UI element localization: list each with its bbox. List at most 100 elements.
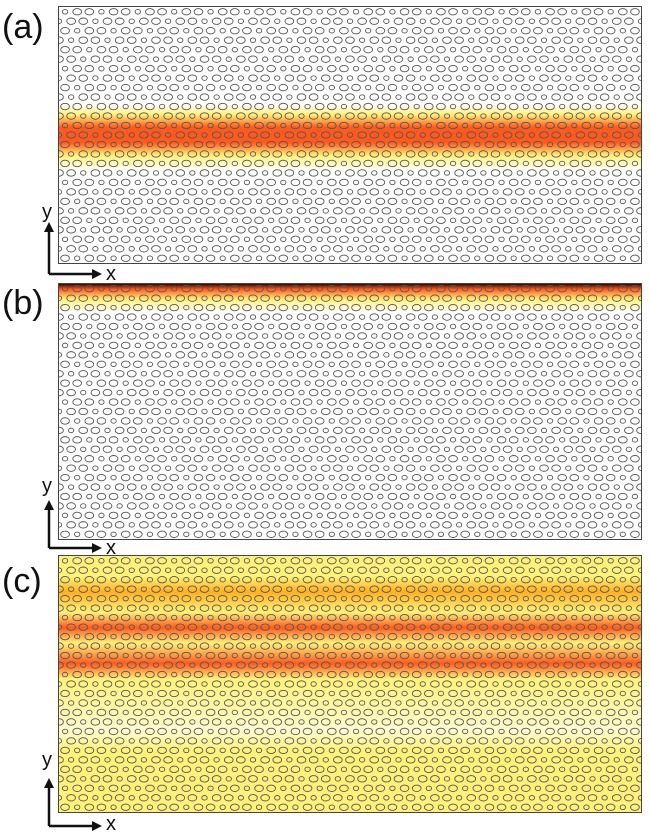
air-hole (284, 388, 295, 397)
air-hole (236, 642, 246, 650)
air-hole (72, 651, 83, 660)
air-hole (587, 680, 598, 688)
air-hole (213, 484, 220, 490)
air-hole (462, 456, 469, 462)
air-hole (320, 351, 331, 359)
air-hole (563, 226, 574, 234)
air-hole (351, 159, 361, 168)
air-hole (521, 689, 531, 698)
air-hole (359, 484, 366, 490)
air-hole (139, 680, 149, 688)
air-hole (84, 613, 95, 622)
air-hole (599, 226, 610, 234)
air-hole (274, 522, 281, 528)
air-hole (217, 436, 228, 444)
air-hole (248, 737, 258, 745)
air-hole (474, 474, 481, 481)
air-hole (132, 473, 143, 482)
air-hole (504, 586, 511, 592)
air-hole (165, 246, 172, 252)
air-hole (66, 502, 76, 510)
air-hole (624, 245, 634, 253)
air-hole (266, 8, 277, 16)
air-hole (462, 9, 469, 15)
air-hole (122, 323, 129, 330)
air-hole (521, 8, 531, 16)
air-hole (104, 586, 111, 592)
air-hole (181, 45, 192, 54)
air-hole (298, 503, 305, 509)
air-hole (460, 102, 470, 111)
air-hole (302, 746, 313, 755)
air-hole (260, 150, 270, 158)
air-hole (201, 738, 208, 744)
air-hole (92, 408, 99, 415)
air-hole (617, 784, 628, 792)
air-hole (290, 492, 301, 501)
air-hole (478, 131, 489, 139)
air-hole (171, 512, 178, 519)
air-hole (211, 661, 222, 669)
air-hole (563, 585, 574, 593)
air-hole (158, 595, 166, 602)
air-hole (219, 304, 226, 311)
air-hole (211, 55, 222, 63)
air-hole (496, 651, 507, 660)
air-hole (278, 159, 289, 168)
air-hole (474, 804, 481, 810)
air-hole (231, 709, 238, 716)
air-hole (205, 83, 216, 92)
air-hole (272, 313, 283, 321)
air-hole (296, 756, 307, 764)
air-hole (375, 178, 386, 187)
air-hole (521, 140, 531, 149)
air-hole (605, 303, 616, 312)
air-hole (539, 502, 549, 510)
air-hole (387, 360, 398, 368)
air-hole (249, 208, 257, 214)
air-hole (419, 681, 426, 687)
air-hole (423, 45, 434, 54)
air-hole (66, 718, 76, 726)
air-hole (389, 399, 396, 405)
air-hole (401, 198, 408, 205)
air-hole (508, 398, 519, 406)
air-hole (314, 45, 325, 54)
air-hole (442, 521, 452, 529)
air-hole (569, 216, 580, 225)
air-hole (411, 727, 422, 736)
air-hole (163, 756, 173, 764)
air-hole (411, 285, 422, 293)
air-hole (59, 388, 64, 397)
air-hole (108, 594, 119, 603)
air-hole (357, 604, 367, 612)
air-hole (193, 83, 204, 92)
air-hole (466, 680, 477, 688)
air-hole (169, 746, 179, 755)
air-hole (272, 604, 283, 612)
air-hole (423, 436, 434, 444)
air-hole (116, 776, 123, 782)
air-hole (521, 303, 531, 312)
air-hole (545, 45, 555, 54)
air-hole (284, 226, 295, 234)
air-hole (296, 370, 307, 378)
air-hole (260, 131, 270, 139)
air-hole (187, 313, 198, 321)
air-hole (195, 323, 202, 330)
panel-label-b: (b) (2, 284, 44, 322)
air-hole (533, 436, 543, 444)
air-hole (436, 235, 446, 243)
air-hole (454, 445, 464, 453)
air-hole (314, 594, 325, 603)
air-hole (522, 217, 529, 224)
air-hole (230, 140, 240, 149)
air-hole (114, 207, 125, 215)
air-hole (169, 140, 179, 149)
air-hole (266, 303, 277, 312)
air-hole (575, 17, 586, 25)
air-hole (316, 399, 323, 405)
air-hole (171, 558, 178, 564)
air-hole (314, 436, 325, 444)
air-hole (569, 254, 580, 262)
